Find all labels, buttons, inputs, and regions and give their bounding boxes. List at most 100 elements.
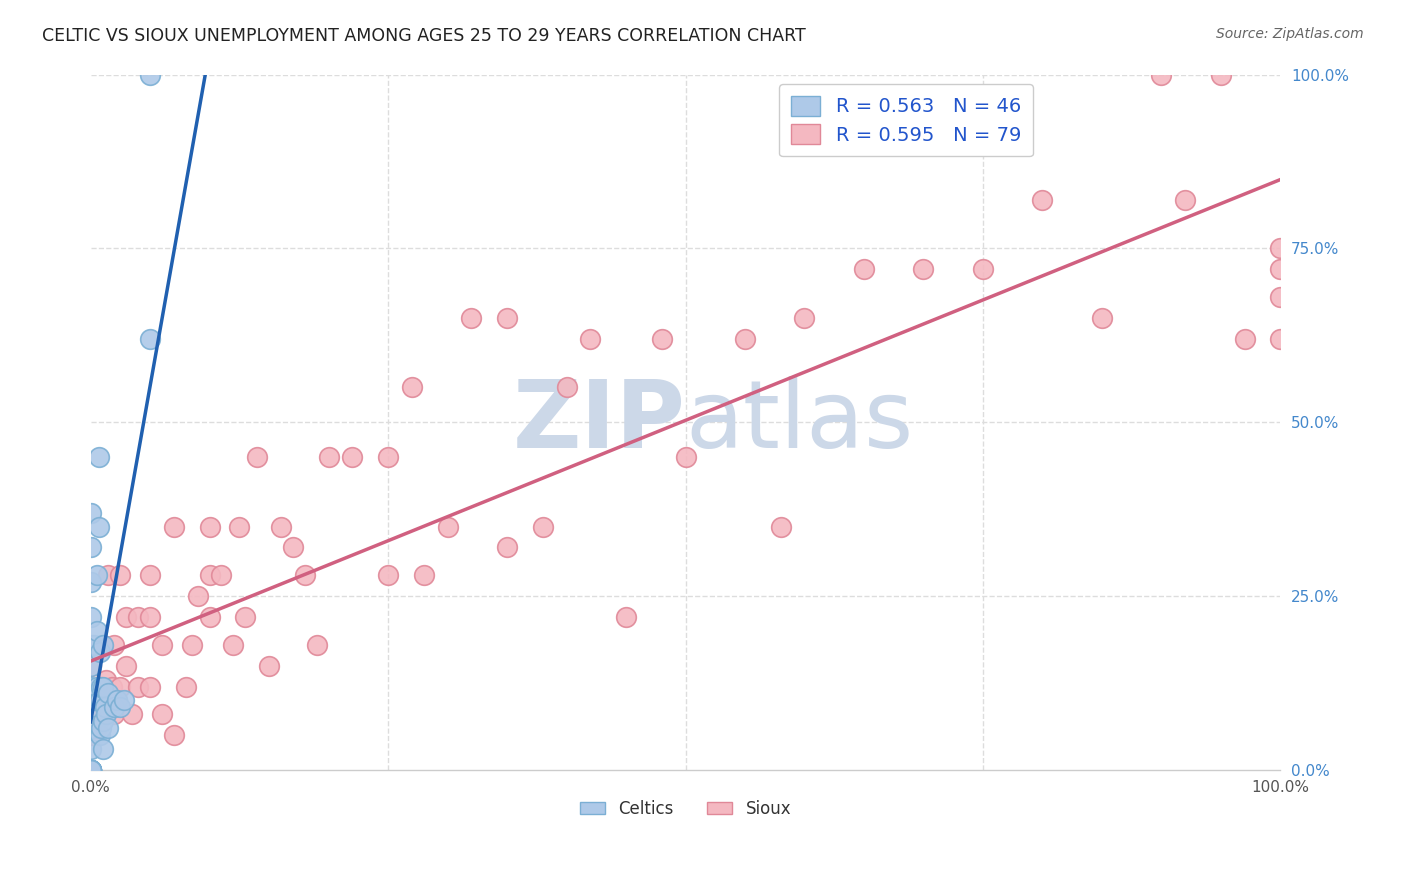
Point bbox=[139, 568, 162, 582]
Point bbox=[103, 707, 125, 722]
Legend: Celtics, Sioux: Celtics, Sioux bbox=[574, 793, 797, 824]
Point bbox=[211, 568, 233, 582]
Point bbox=[270, 519, 292, 533]
Point bbox=[83, 693, 105, 707]
Point bbox=[318, 450, 340, 464]
Point bbox=[187, 589, 209, 603]
Point bbox=[86, 680, 108, 694]
Point bbox=[79, 721, 101, 735]
Point bbox=[83, 638, 105, 652]
Point bbox=[91, 742, 114, 756]
Point bbox=[163, 728, 186, 742]
Point bbox=[531, 519, 554, 533]
Point bbox=[103, 700, 125, 714]
Point bbox=[94, 707, 117, 722]
Point bbox=[1031, 193, 1053, 207]
Point bbox=[110, 568, 132, 582]
Point bbox=[496, 310, 519, 325]
Point bbox=[94, 700, 117, 714]
Point bbox=[91, 714, 114, 729]
Point bbox=[89, 707, 111, 722]
Point bbox=[139, 68, 162, 82]
Point bbox=[281, 541, 304, 555]
Point bbox=[79, 763, 101, 777]
Point bbox=[91, 638, 114, 652]
Point bbox=[150, 638, 173, 652]
Point bbox=[412, 568, 434, 582]
Point bbox=[79, 763, 101, 777]
Point bbox=[1270, 290, 1292, 304]
Point bbox=[793, 310, 815, 325]
Point bbox=[79, 763, 101, 777]
Point bbox=[79, 693, 101, 707]
Point bbox=[105, 693, 128, 707]
Point bbox=[79, 763, 101, 777]
Point bbox=[1091, 310, 1114, 325]
Point bbox=[651, 332, 673, 346]
Point bbox=[305, 638, 328, 652]
Text: atlas: atlas bbox=[686, 376, 914, 468]
Point bbox=[79, 763, 101, 777]
Point bbox=[79, 700, 101, 714]
Point bbox=[436, 519, 458, 533]
Point bbox=[257, 658, 280, 673]
Point bbox=[110, 680, 132, 694]
Point bbox=[87, 450, 110, 464]
Point bbox=[86, 568, 108, 582]
Point bbox=[139, 332, 162, 346]
Point bbox=[1233, 332, 1256, 346]
Point bbox=[1270, 332, 1292, 346]
Point bbox=[150, 707, 173, 722]
Point bbox=[1270, 262, 1292, 277]
Point bbox=[87, 519, 110, 533]
Text: CELTIC VS SIOUX UNEMPLOYMENT AMONG AGES 25 TO 29 YEARS CORRELATION CHART: CELTIC VS SIOUX UNEMPLOYMENT AMONG AGES … bbox=[42, 27, 806, 45]
Point bbox=[377, 568, 399, 582]
Point bbox=[377, 450, 399, 464]
Point bbox=[1209, 68, 1232, 82]
Point bbox=[1174, 193, 1197, 207]
Point bbox=[1270, 241, 1292, 255]
Text: Source: ZipAtlas.com: Source: ZipAtlas.com bbox=[1216, 27, 1364, 41]
Point bbox=[614, 610, 637, 624]
Point bbox=[734, 332, 756, 346]
Point bbox=[222, 638, 245, 652]
Point bbox=[101, 680, 124, 694]
Point bbox=[460, 310, 482, 325]
Point bbox=[579, 332, 602, 346]
Point bbox=[79, 763, 101, 777]
Point bbox=[79, 658, 101, 673]
Point bbox=[90, 721, 112, 735]
Point bbox=[198, 610, 221, 624]
Point bbox=[127, 610, 149, 624]
Point bbox=[90, 680, 112, 694]
Point bbox=[496, 541, 519, 555]
Point bbox=[139, 610, 162, 624]
Point bbox=[97, 721, 120, 735]
Point bbox=[246, 450, 269, 464]
Point bbox=[79, 680, 101, 694]
Point bbox=[89, 693, 111, 707]
Point bbox=[91, 638, 114, 652]
Point bbox=[110, 700, 132, 714]
Point bbox=[79, 638, 101, 652]
Point bbox=[86, 721, 108, 735]
Point bbox=[89, 728, 111, 742]
Point bbox=[86, 624, 108, 638]
Point bbox=[174, 680, 197, 694]
Text: ZIP: ZIP bbox=[513, 376, 686, 468]
Point bbox=[87, 680, 110, 694]
Point bbox=[1150, 68, 1173, 82]
Point bbox=[769, 519, 792, 533]
Point bbox=[198, 519, 221, 533]
Point bbox=[180, 638, 202, 652]
Point bbox=[228, 519, 250, 533]
Point bbox=[115, 610, 138, 624]
Point bbox=[79, 728, 101, 742]
Point bbox=[675, 450, 697, 464]
Point bbox=[79, 610, 101, 624]
Point bbox=[89, 645, 111, 659]
Point bbox=[342, 450, 364, 464]
Point bbox=[79, 763, 101, 777]
Point bbox=[401, 380, 423, 394]
Point bbox=[79, 763, 101, 777]
